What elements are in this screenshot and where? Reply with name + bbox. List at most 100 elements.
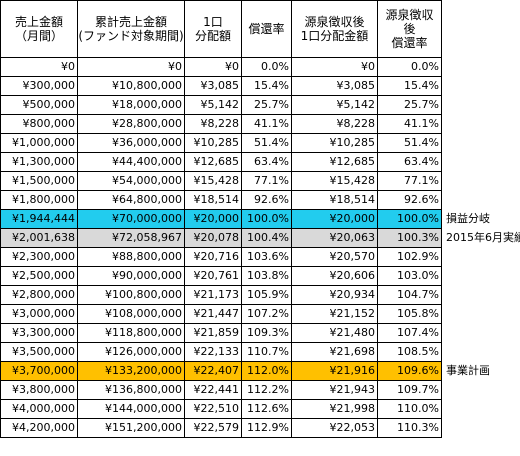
- table-row: ¥300,000 ¥10,800,000 ¥3,085 15.4% ¥3,085 15.4…: [0, 76, 442, 96]
- net-distribution-cell: ¥5,142: [291, 95, 378, 115]
- table-row: ¥1,000,000 ¥36,000,000 ¥10,285 51.4% ¥10,285…: [0, 133, 442, 153]
- net-distribution-cell: ¥20,606: [291, 266, 378, 286]
- distribution-cell: ¥20,078: [184, 228, 242, 248]
- header-line: 後: [403, 22, 416, 36]
- net-redemption-rate-cell: 41.1%: [377, 114, 442, 134]
- cumulative-sales-cell: ¥118,800,000: [77, 323, 185, 343]
- header-line: 償還率: [248, 22, 285, 36]
- net-distribution-cell: ¥22,053: [291, 418, 378, 438]
- cumulative-sales-cell: ¥136,800,000: [77, 380, 185, 400]
- net-redemption-rate-cell: 109.7%: [377, 380, 442, 400]
- header-cumulative-sales: 累計売上金額 (ファンド対象期間): [77, 0, 185, 58]
- monthly-sales-cell: ¥2,800,000: [0, 285, 78, 305]
- distribution-cell: ¥21,859: [184, 323, 242, 343]
- redemption-rate-cell: 100.4%: [241, 228, 292, 248]
- redemption-rate-cell: 112.2%: [241, 380, 292, 400]
- table-row: ¥800,000 ¥28,800,000 ¥8,228 41.1% ¥8,228 41.1…: [0, 114, 442, 134]
- net-redemption-rate-cell: 110.3%: [377, 418, 442, 438]
- net-redemption-rate-cell: 102.9%: [377, 247, 442, 267]
- distribution-cell: ¥8,228: [184, 114, 242, 134]
- table-row: ¥4,000,000 ¥144,000,000 ¥22,510 112.6% ¥21,9…: [0, 399, 442, 419]
- row-note: 損益分岐: [446, 212, 490, 225]
- net-redemption-rate-cell: 0.0%: [377, 57, 442, 77]
- table-row: ¥2,001,638 ¥72,058,967 ¥20,078 100.4% ¥20,06…: [0, 228, 442, 248]
- cumulative-sales-cell: ¥54,000,000: [77, 171, 185, 191]
- cumulative-sales-cell: ¥126,000,000: [77, 342, 185, 362]
- monthly-sales-cell: ¥1,000,000: [0, 133, 78, 153]
- redemption-rate-cell: 92.6%: [241, 190, 292, 210]
- header-line: （月間）: [14, 29, 63, 43]
- monthly-sales-cell: ¥800,000: [0, 114, 78, 134]
- net-distribution-cell: ¥20,570: [291, 247, 378, 267]
- monthly-sales-cell: ¥3,500,000: [0, 342, 78, 362]
- distribution-cell: ¥0: [184, 57, 242, 77]
- distribution-cell: ¥22,407: [184, 361, 242, 381]
- redemption-rate-cell: 77.1%: [241, 171, 292, 191]
- net-distribution-cell: ¥21,998: [291, 399, 378, 419]
- table-body: ¥0 ¥0 ¥0 0.0% ¥0 0.0% ¥300,000 ¥10,800,000 ¥3,08…: [0, 57, 442, 438]
- cumulative-sales-cell: ¥72,058,967: [77, 228, 185, 248]
- distribution-table: 売上金額 （月間） 累計売上金額 (ファンド対象期間) 1口 分配額 償還率 源泉徴収後 1口分…: [0, 0, 442, 438]
- distribution-cell: ¥12,685: [184, 152, 242, 172]
- distribution-cell: ¥10,285: [184, 133, 242, 153]
- header-distribution: 1口 分配額: [184, 0, 242, 58]
- table-row: ¥4,200,000 ¥151,200,000 ¥22,579 112.9% ¥22,0…: [0, 418, 442, 438]
- redemption-rate-cell: 107.2%: [241, 304, 292, 324]
- monthly-sales-cell: ¥2,001,638: [0, 228, 78, 248]
- cumulative-sales-cell: ¥88,800,000: [77, 247, 185, 267]
- cumulative-sales-cell: ¥28,800,000: [77, 114, 185, 134]
- table-row: ¥1,800,000 ¥64,800,000 ¥18,514 92.6% ¥18,514…: [0, 190, 442, 210]
- distribution-cell: ¥22,579: [184, 418, 242, 438]
- table-row: ¥3,500,000 ¥126,000,000 ¥22,133 110.7% ¥21,6…: [0, 342, 442, 362]
- header-redemption-rate: 償還率: [241, 0, 292, 58]
- header-line: 源泉徴収: [385, 8, 434, 22]
- table-row: ¥1,944,444 ¥70,000,000 ¥20,000 100.0% ¥20,00…: [0, 209, 442, 229]
- table-row: ¥2,800,000 ¥100,800,000 ¥21,173 105.9% ¥20,9…: [0, 285, 442, 305]
- distribution-cell: ¥21,447: [184, 304, 242, 324]
- redemption-rate-cell: 63.4%: [241, 152, 292, 172]
- monthly-sales-cell: ¥0: [0, 57, 78, 77]
- monthly-sales-cell: ¥3,000,000: [0, 304, 78, 324]
- table-row: ¥3,000,000 ¥108,000,000 ¥21,447 107.2% ¥21,1…: [0, 304, 442, 324]
- redemption-rate-cell: 110.7%: [241, 342, 292, 362]
- redemption-rate-cell: 109.3%: [241, 323, 292, 343]
- redemption-rate-cell: 112.9%: [241, 418, 292, 438]
- header-line: 1口分配金額: [300, 29, 369, 43]
- redemption-rate-cell: 103.8%: [241, 266, 292, 286]
- table-row: ¥1,500,000 ¥54,000,000 ¥15,428 77.1% ¥15,428…: [0, 171, 442, 191]
- net-distribution-cell: ¥21,152: [291, 304, 378, 324]
- redemption-rate-cell: 103.6%: [241, 247, 292, 267]
- net-redemption-rate-cell: 110.0%: [377, 399, 442, 419]
- distribution-cell: ¥21,173: [184, 285, 242, 305]
- distribution-cell: ¥22,133: [184, 342, 242, 362]
- cumulative-sales-cell: ¥90,000,000: [77, 266, 185, 286]
- cumulative-sales-cell: ¥64,800,000: [77, 190, 185, 210]
- redemption-rate-cell: 51.4%: [241, 133, 292, 153]
- cumulative-sales-cell: ¥144,000,000: [77, 399, 185, 419]
- monthly-sales-cell: ¥3,300,000: [0, 323, 78, 343]
- redemption-rate-cell: 105.9%: [241, 285, 292, 305]
- net-distribution-cell: ¥10,285: [291, 133, 378, 153]
- net-redemption-rate-cell: 104.7%: [377, 285, 442, 305]
- row-note: 2015年6月実績: [446, 231, 520, 244]
- table-row: ¥3,800,000 ¥136,800,000 ¥22,441 112.2% ¥21,9…: [0, 380, 442, 400]
- net-distribution-cell: ¥21,480: [291, 323, 378, 343]
- row-note: 事業計画: [446, 364, 490, 377]
- table-row: ¥2,500,000 ¥90,000,000 ¥20,761 103.8% ¥20,60…: [0, 266, 442, 286]
- cumulative-sales-cell: ¥100,800,000: [77, 285, 185, 305]
- net-distribution-cell: ¥18,514: [291, 190, 378, 210]
- header-line: 源泉徴収後: [304, 15, 365, 29]
- net-distribution-cell: ¥15,428: [291, 171, 378, 191]
- header-line: 分配額: [194, 29, 231, 43]
- monthly-sales-cell: ¥3,800,000: [0, 380, 78, 400]
- table-row: ¥3,700,000 ¥133,200,000 ¥22,407 112.0% ¥21,9…: [0, 361, 442, 381]
- header-row: 売上金額 （月間） 累計売上金額 (ファンド対象期間) 1口 分配額 償還率 源泉徴収後 1口分…: [0, 0, 442, 58]
- redemption-rate-cell: 41.1%: [241, 114, 292, 134]
- net-redemption-rate-cell: 15.4%: [377, 76, 442, 96]
- net-redemption-rate-cell: 100.0%: [377, 209, 442, 229]
- header-line: 償還率: [391, 36, 428, 50]
- distribution-cell: ¥22,441: [184, 380, 242, 400]
- monthly-sales-cell: ¥2,500,000: [0, 266, 78, 286]
- monthly-sales-cell: ¥500,000: [0, 95, 78, 115]
- cumulative-sales-cell: ¥10,800,000: [77, 76, 185, 96]
